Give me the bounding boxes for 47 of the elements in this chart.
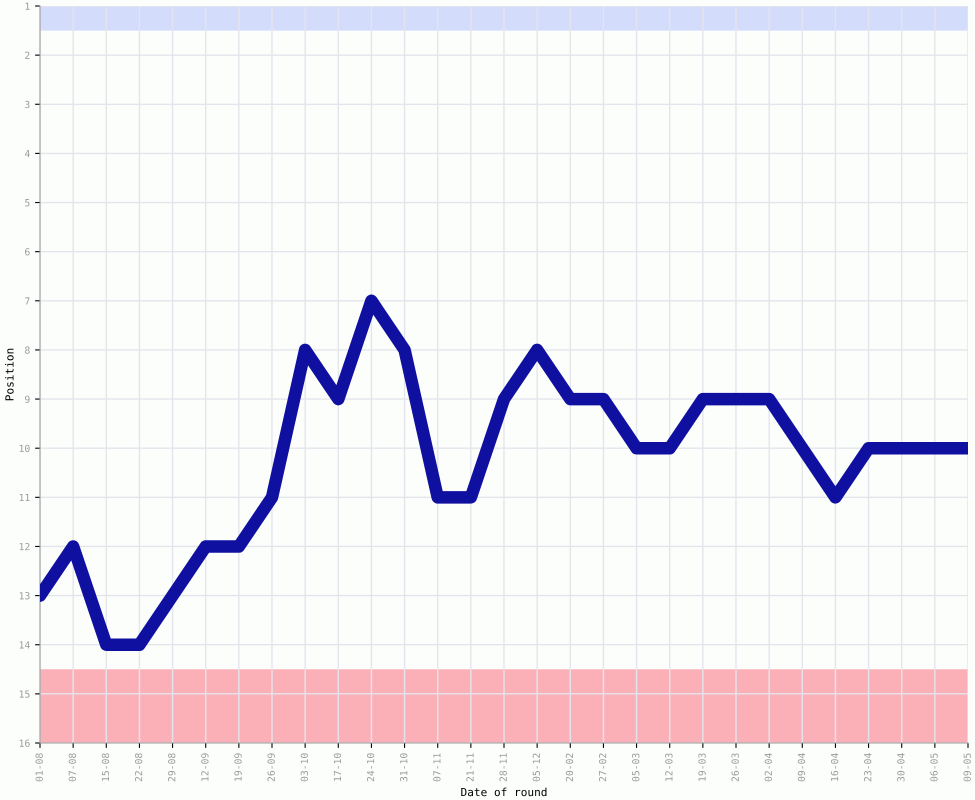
x-tick-label: 06-05 [930,754,938,782]
y-axis-title: Position [5,348,14,400]
y-tick-label: 3 [25,100,30,108]
x-tick-label: 30-04 [897,753,905,782]
x-tick-label: 17-10 [334,753,342,781]
x-tick-label: 07-08 [68,753,76,782]
y-tick-label: 14 [20,641,30,648]
y-tick-label: 12 [20,542,30,550]
x-tick-label: 29-08 [168,753,176,782]
x-tick-label: 16-04 [830,753,838,781]
x-tick-label: 02-04 [764,753,772,782]
x-tick-label: 24-10 [366,753,374,782]
x-tick-label: 05-12 [532,754,540,782]
x-tick-label: 20-02 [566,754,574,782]
y-tick-label: 8 [25,346,30,354]
x-tick-label: 19-09 [234,753,242,781]
x-tick-label: 26-03 [731,753,739,782]
y-tick-label: 9 [25,396,30,403]
y-tick-label: 4 [24,150,30,158]
y-tick-label: 16 [20,740,30,747]
x-tick-label: 01-08 [35,753,43,782]
x-tick-label: 09-04 [798,753,806,782]
x-tick-label: 31-10 [400,753,408,782]
x-tick-label: 05-03 [632,753,640,782]
y-tick-label: 7 [25,297,30,305]
y-tick-label: 13 [20,592,30,600]
x-tick-label: 21-11 [466,753,474,782]
x-tick-label: 28-11 [499,753,507,782]
x-tick-label: 27-02 [598,754,606,782]
y-tick-label: 11 [20,494,30,502]
x-tick-label: 07-11 [433,753,441,782]
y-tick-label: 1 [26,2,30,10]
y-tick-label: 2 [25,52,30,59]
x-tick-label: 23-04 [864,753,872,782]
x-tick-label: 26-09 [267,753,275,782]
x-tick-label: 19-03 [698,753,706,781]
x-tick-label: 15-08 [102,753,110,781]
y-tick-label: 6 [25,248,30,256]
y-tick-label: 15 [20,690,30,698]
x-tick-label: 12-03 [665,753,673,781]
x-tick-label: 12-09 [201,753,209,781]
x-tick-label: 09-05 [963,754,971,782]
x-tick-label: 03-10 [300,753,308,782]
x-tick-label: 22-08 [134,753,142,782]
y-tick-label: 10 [20,444,30,452]
x-axis-title: Date of round [461,788,546,796]
y-tick-label: 5 [25,199,30,206]
